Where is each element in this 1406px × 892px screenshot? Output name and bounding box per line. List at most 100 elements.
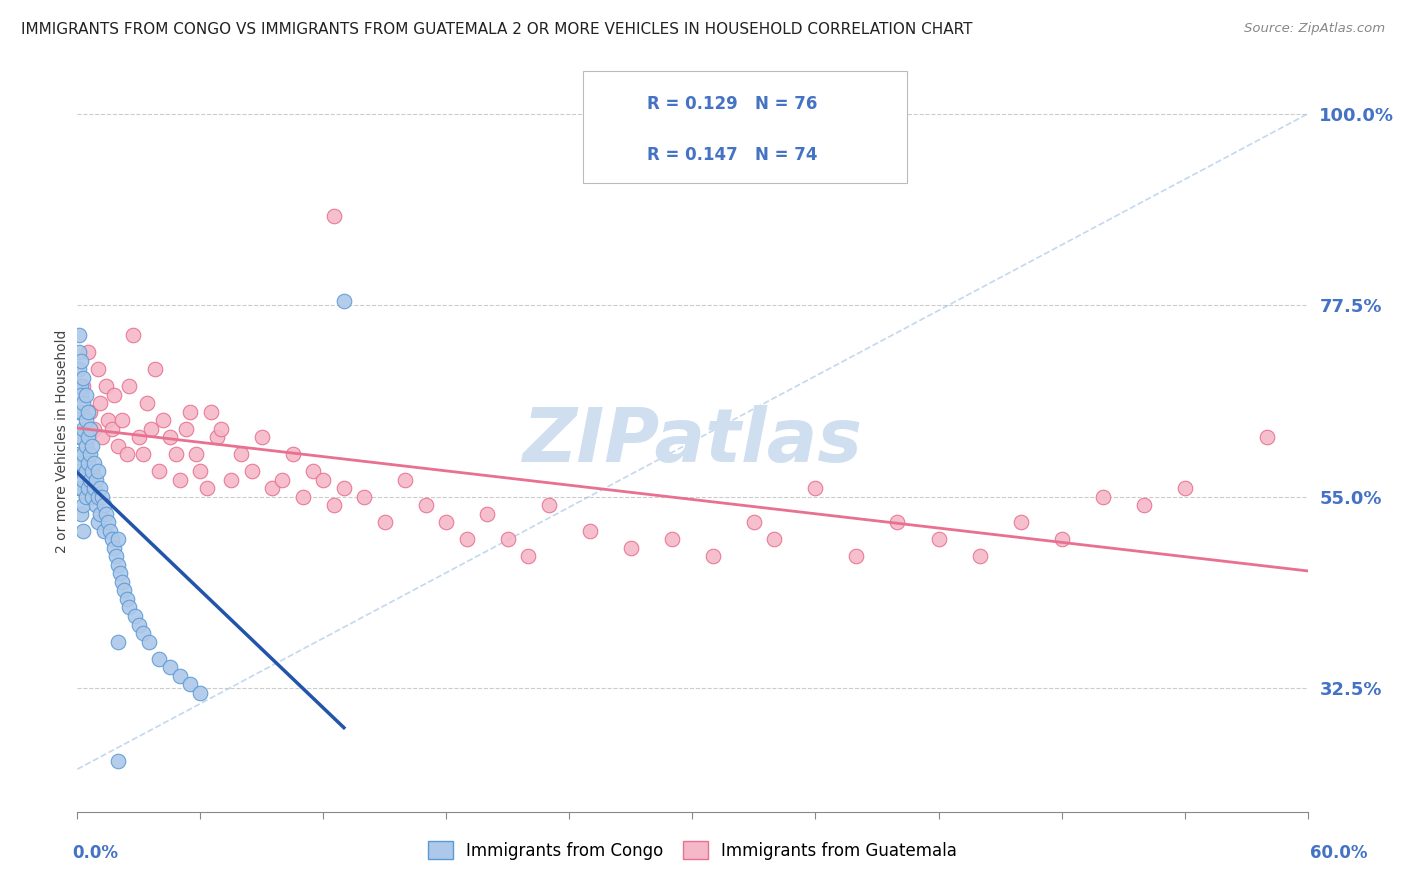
Point: [124, 609, 146, 624]
Point: [1091, 490, 1114, 504]
Point: [76, 405, 98, 419]
Point: [72, 447, 94, 461]
Point: [87, 490, 110, 504]
Point: [83, 481, 105, 495]
Point: [79, 473, 101, 487]
Point: [333, 481, 356, 495]
Point: [579, 524, 602, 538]
Y-axis label: 2 or more Vehicles in Household: 2 or more Vehicles in Household: [55, 330, 69, 553]
Point: [98, 524, 121, 538]
Point: [72, 422, 94, 436]
Point: [763, 533, 786, 547]
Point: [70, 507, 93, 521]
Point: [93, 499, 115, 513]
Point: [1256, 430, 1278, 444]
Point: [75, 464, 97, 478]
Point: [136, 396, 159, 410]
Point: [70, 388, 93, 402]
Point: [67, 447, 90, 461]
Point: [188, 464, 212, 478]
Text: IMMIGRANTS FROM CONGO VS IMMIGRANTS FROM GUATEMALA 2 OR MORE VEHICLES IN HOUSEHO: IMMIGRANTS FROM CONGO VS IMMIGRANTS FROM…: [21, 22, 973, 37]
Point: [169, 473, 191, 487]
Point: [1010, 516, 1032, 530]
Point: [80, 490, 103, 504]
Point: [205, 430, 228, 444]
Point: [117, 600, 139, 615]
Point: [67, 430, 90, 444]
Point: [107, 634, 129, 648]
Point: [101, 533, 124, 547]
Text: R = 0.147   N = 74: R = 0.147 N = 74: [647, 145, 817, 164]
Point: [742, 516, 765, 530]
Point: [76, 345, 98, 359]
Point: [121, 328, 143, 343]
Point: [537, 499, 560, 513]
Point: [1132, 499, 1154, 513]
Point: [231, 447, 253, 461]
Point: [188, 685, 212, 699]
Text: 0.0%: 0.0%: [73, 844, 118, 862]
Point: [1050, 533, 1073, 547]
Point: [75, 439, 97, 453]
Point: [72, 524, 94, 538]
Point: [271, 473, 294, 487]
Point: [159, 660, 181, 674]
Point: [110, 566, 132, 581]
Point: [209, 422, 232, 436]
Point: [159, 430, 181, 444]
Point: [969, 549, 991, 564]
Point: [97, 413, 120, 427]
Point: [148, 464, 170, 478]
Point: [117, 379, 139, 393]
Point: [132, 626, 155, 640]
Point: [97, 516, 120, 530]
Point: [291, 490, 314, 504]
Point: [70, 353, 93, 368]
Point: [702, 549, 724, 564]
Point: [75, 490, 97, 504]
Point: [928, 533, 950, 547]
Point: [169, 668, 191, 682]
Point: [132, 447, 155, 461]
Point: [76, 430, 98, 444]
Legend: Immigrants from Congo, Immigrants from Guatemala: Immigrants from Congo, Immigrants from G…: [420, 835, 965, 866]
Point: [67, 464, 90, 478]
Point: [70, 481, 93, 495]
Point: [107, 439, 129, 453]
Point: [90, 430, 114, 444]
Point: [80, 439, 103, 453]
Point: [83, 456, 105, 470]
Point: [322, 499, 344, 513]
Text: R = 0.129   N = 76: R = 0.129 N = 76: [647, 95, 817, 112]
Point: [87, 464, 110, 478]
Point: [111, 574, 134, 589]
Point: [72, 396, 94, 410]
Point: [312, 473, 335, 487]
Text: ZIPatlas: ZIPatlas: [523, 405, 862, 478]
Point: [886, 516, 908, 530]
Point: [128, 430, 150, 444]
Text: 60.0%: 60.0%: [1310, 844, 1367, 862]
Point: [353, 490, 375, 504]
Point: [72, 473, 94, 487]
Point: [89, 481, 111, 495]
Point: [103, 388, 125, 402]
Point: [250, 430, 273, 444]
Point: [75, 413, 97, 427]
Point: [114, 583, 136, 598]
Point: [374, 516, 396, 530]
Point: [456, 533, 478, 547]
Point: [179, 405, 201, 419]
Point: [107, 754, 129, 768]
Point: [67, 481, 90, 495]
Point: [72, 370, 94, 384]
Point: [72, 379, 94, 393]
Point: [70, 405, 93, 419]
Point: [845, 549, 868, 564]
Point: [174, 422, 197, 436]
Point: [70, 379, 93, 393]
Point: [115, 591, 138, 606]
Point: [281, 447, 304, 461]
Point: [517, 549, 540, 564]
Point: [333, 294, 356, 309]
